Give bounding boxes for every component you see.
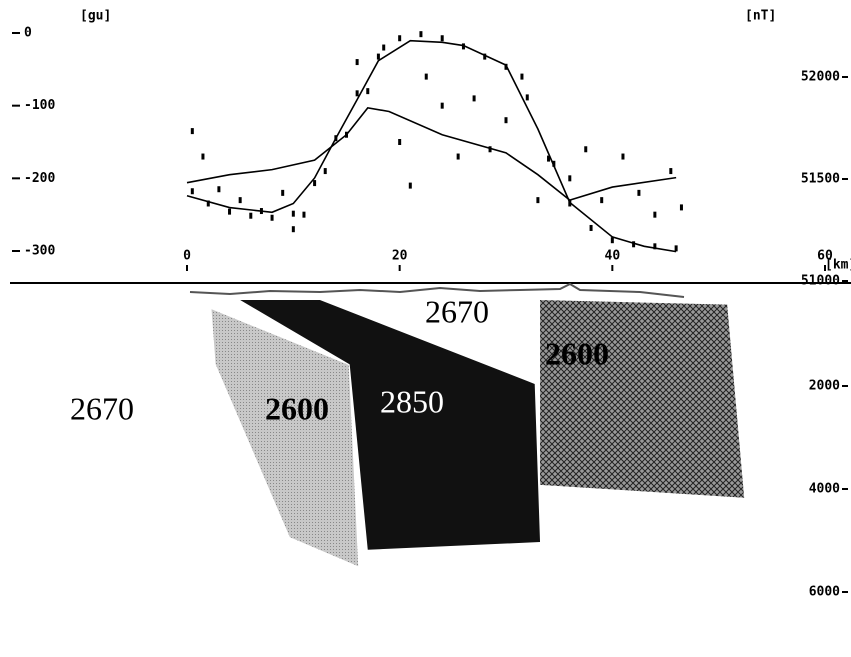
y-tick-label: -100 — [24, 98, 55, 113]
observed-point — [249, 212, 253, 219]
depth-tick-label: 6000 — [809, 585, 840, 600]
observed-point — [228, 208, 232, 215]
observed-point — [552, 160, 556, 167]
density-label: 2670 — [425, 293, 489, 329]
observed-point — [600, 197, 604, 204]
observed-point — [291, 226, 295, 233]
observed-point — [483, 53, 487, 60]
observed-point — [424, 73, 428, 80]
observed-point — [520, 73, 524, 80]
observed-point — [456, 153, 460, 160]
observed-point — [419, 31, 423, 38]
observed-point — [217, 186, 221, 193]
observed-point — [366, 88, 370, 95]
observed-point — [472, 95, 476, 102]
observed-point — [584, 146, 588, 153]
observed-point — [190, 128, 194, 135]
calculated-curve — [186, 106, 677, 202]
observed-point — [589, 224, 593, 231]
observed-point — [621, 153, 625, 160]
observed-point — [488, 146, 492, 153]
observed-point — [334, 135, 338, 142]
y2-tick-label: 52000 — [801, 70, 840, 85]
topography — [189, 282, 685, 298]
observed-point — [525, 94, 529, 101]
observed-point — [536, 197, 540, 204]
observed-point — [345, 131, 348, 138]
y-tick-label: -300 — [24, 244, 55, 259]
observed-point — [674, 245, 678, 252]
x-tick-label: 0 — [183, 249, 191, 264]
y-axis-label: [gu] — [80, 9, 111, 24]
observed-point — [398, 139, 402, 145]
density-label: 2850 — [380, 383, 444, 419]
body — [240, 299, 541, 550]
observed-point — [382, 44, 386, 51]
observed-point — [440, 35, 444, 42]
density-label: 2600 — [265, 390, 329, 426]
observed-point — [206, 200, 210, 207]
density-label: 2670 — [70, 390, 134, 426]
observed-point — [632, 241, 636, 248]
observed-point — [653, 211, 657, 218]
observed-point — [201, 153, 205, 160]
observed-point — [637, 189, 641, 196]
observed-point — [323, 168, 327, 175]
observed-point — [504, 117, 508, 124]
calculated-curve — [186, 39, 677, 253]
y2-axis-label: [nT] — [745, 9, 776, 24]
depth-tick-label: 2000 — [809, 379, 840, 394]
observed-point — [291, 210, 295, 217]
y2-tick-label: 51500 — [801, 172, 840, 187]
x-tick-label: 20 — [392, 249, 408, 264]
x-axis-label: [km] — [825, 258, 851, 273]
observed-point — [669, 168, 673, 175]
depth-tick-label: 4000 — [809, 482, 840, 497]
observed-point — [440, 102, 444, 109]
observed-point — [653, 243, 657, 250]
body — [540, 299, 745, 498]
observed-point — [568, 175, 572, 182]
observed-point — [610, 237, 614, 244]
observed-point — [270, 214, 274, 221]
observed-point — [504, 63, 508, 70]
observed-point — [376, 53, 380, 60]
observed-point — [281, 189, 285, 196]
observed-point — [355, 59, 359, 66]
y-tick-label: 0 — [24, 26, 32, 41]
density-label: 2600 — [545, 335, 609, 371]
observed-point — [259, 208, 263, 215]
y-tick-label: -200 — [24, 171, 55, 186]
observed-point — [679, 204, 683, 211]
observed-point — [238, 197, 242, 204]
body — [209, 306, 361, 570]
observed-point — [398, 35, 402, 42]
x-tick-label: 40 — [605, 249, 621, 264]
x-tick-label: 60 — [817, 249, 833, 264]
observed-point — [190, 188, 194, 195]
y2-tick-label: 51000 — [801, 274, 840, 289]
observed-point — [355, 90, 359, 97]
observed-point — [302, 211, 306, 218]
observed-point — [408, 182, 412, 189]
observed-point — [547, 155, 551, 162]
observed-point — [461, 43, 465, 50]
observed-point — [313, 180, 317, 187]
observed-point — [568, 200, 572, 207]
